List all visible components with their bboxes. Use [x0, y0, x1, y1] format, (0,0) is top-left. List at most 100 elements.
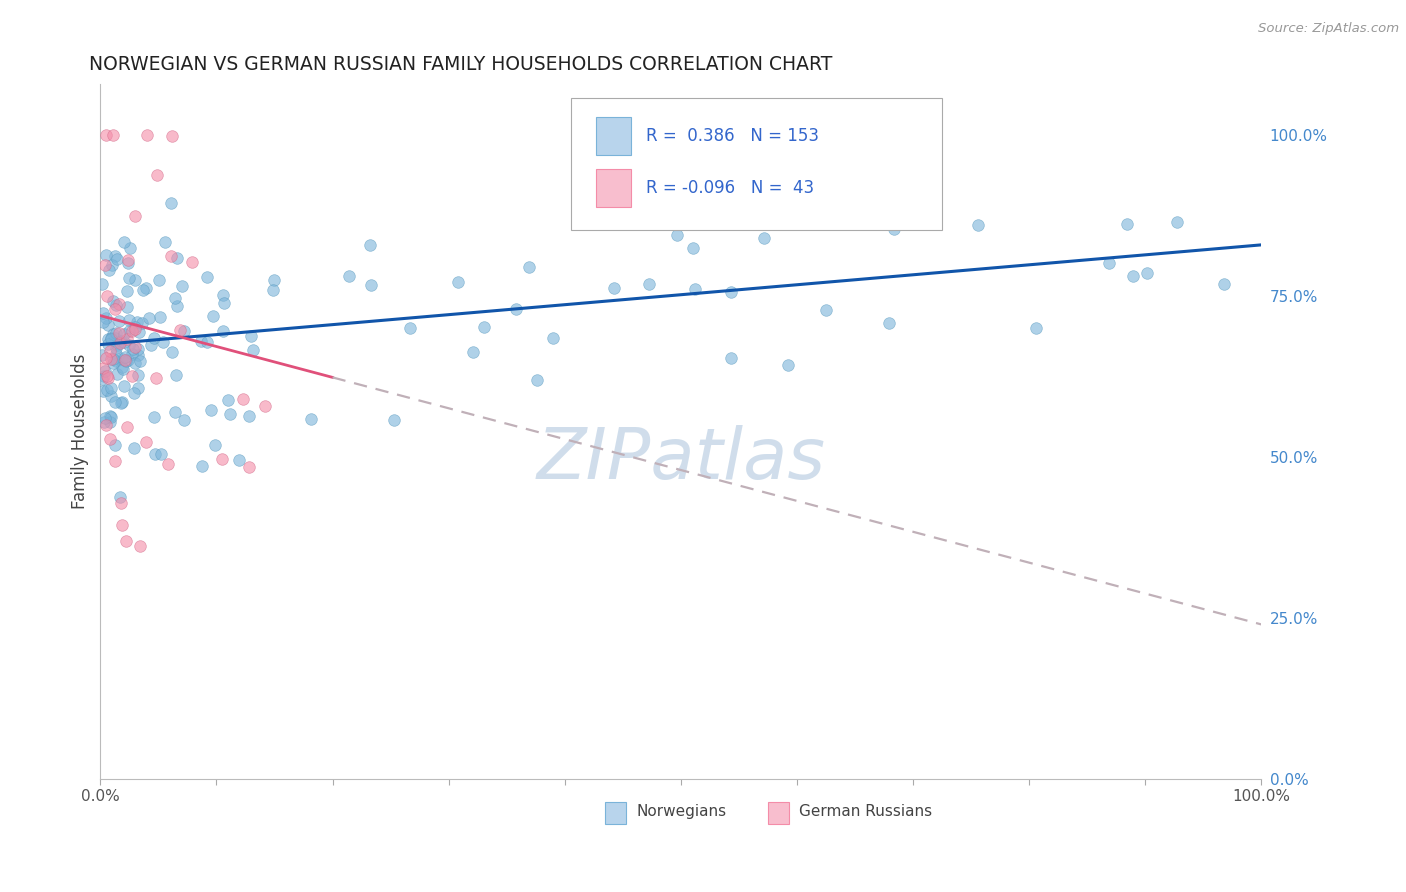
- Point: [122, 342, 145, 356]
- Point: [105, 368, 128, 382]
- Point: [1136, 266, 1159, 280]
- Point: [166, 299, 188, 313]
- Text: NORWEGIAN VS GERMAN RUSSIAN FAMILY HOUSEHOLDS CORRELATION CHART: NORWEGIAN VS GERMAN RUSSIAN FAMILY HOUSE…: [89, 55, 832, 74]
- Point: [100, 351, 122, 366]
- Point: [1122, 268, 1144, 283]
- Point: [165, 291, 187, 305]
- Point: [111, 517, 134, 532]
- Point: [93, 368, 115, 383]
- Point: [118, 338, 141, 352]
- Point: [104, 395, 127, 409]
- Point: [97, 370, 120, 384]
- Point: [91, 315, 114, 329]
- Point: [146, 169, 169, 183]
- Point: [94, 310, 117, 325]
- Point: [91, 277, 114, 292]
- Point: [447, 275, 470, 289]
- Point: [115, 333, 138, 347]
- Point: [135, 281, 157, 295]
- Point: [108, 336, 131, 351]
- Point: [121, 347, 143, 361]
- Point: [104, 302, 127, 317]
- Point: [173, 324, 195, 338]
- Point: [204, 438, 226, 452]
- Point: [262, 283, 284, 297]
- Point: [127, 343, 149, 357]
- Point: [136, 128, 159, 143]
- Point: [117, 256, 139, 270]
- Point: [191, 458, 214, 473]
- Point: [135, 435, 157, 450]
- Point: [115, 354, 138, 368]
- Point: [90, 348, 112, 362]
- Point: [97, 332, 120, 346]
- Point: [96, 369, 118, 384]
- Point: [110, 496, 132, 510]
- Point: [94, 128, 117, 143]
- Point: [131, 317, 153, 331]
- Point: [202, 309, 225, 323]
- Point: [97, 318, 120, 333]
- Point: [200, 403, 222, 417]
- Point: [100, 331, 122, 345]
- Point: [1115, 217, 1137, 231]
- Point: [129, 539, 152, 553]
- Point: [112, 235, 135, 249]
- Point: [100, 415, 122, 429]
- Point: [94, 417, 117, 432]
- Point: [127, 368, 149, 383]
- Point: [97, 263, 120, 277]
- Point: [108, 335, 131, 350]
- FancyBboxPatch shape: [596, 169, 631, 207]
- Point: [96, 248, 118, 262]
- Point: [360, 277, 382, 292]
- Point: [118, 271, 141, 285]
- Point: [517, 260, 540, 275]
- Point: [105, 347, 128, 361]
- Text: ZIPatlas: ZIPatlas: [536, 425, 825, 494]
- Point: [96, 383, 118, 397]
- Point: [91, 384, 114, 399]
- Point: [90, 372, 112, 386]
- Point: [754, 231, 776, 245]
- Point: [94, 411, 117, 425]
- Point: [93, 415, 115, 429]
- Point: [337, 268, 360, 283]
- Point: [217, 392, 239, 407]
- Point: [720, 285, 742, 300]
- Point: [114, 352, 136, 367]
- Point: [117, 352, 139, 367]
- Point: [98, 432, 121, 446]
- Point: [121, 368, 143, 383]
- Point: [665, 227, 688, 242]
- Point: [263, 273, 285, 287]
- Point: [173, 413, 195, 427]
- Point: [94, 351, 117, 366]
- Point: [238, 460, 260, 475]
- Point: [382, 413, 405, 427]
- Point: [143, 331, 166, 345]
- Point: [121, 324, 143, 338]
- Point: [104, 437, 127, 451]
- Point: [299, 412, 322, 426]
- Point: [967, 218, 990, 232]
- Point: [603, 281, 626, 295]
- Point: [682, 241, 704, 255]
- Point: [112, 362, 135, 376]
- Point: [108, 314, 131, 328]
- Point: [118, 241, 141, 255]
- Point: [112, 327, 135, 342]
- Point: [814, 303, 837, 318]
- Point: [132, 283, 155, 297]
- Point: [91, 306, 114, 320]
- Point: [638, 277, 661, 291]
- Point: [212, 288, 235, 302]
- Point: [104, 249, 127, 263]
- Point: [195, 334, 218, 349]
- Point: [149, 447, 172, 461]
- Text: German Russians: German Russians: [799, 804, 932, 819]
- Point: [128, 325, 150, 339]
- Point: [107, 297, 129, 311]
- Point: [94, 258, 117, 272]
- Point: [242, 343, 264, 358]
